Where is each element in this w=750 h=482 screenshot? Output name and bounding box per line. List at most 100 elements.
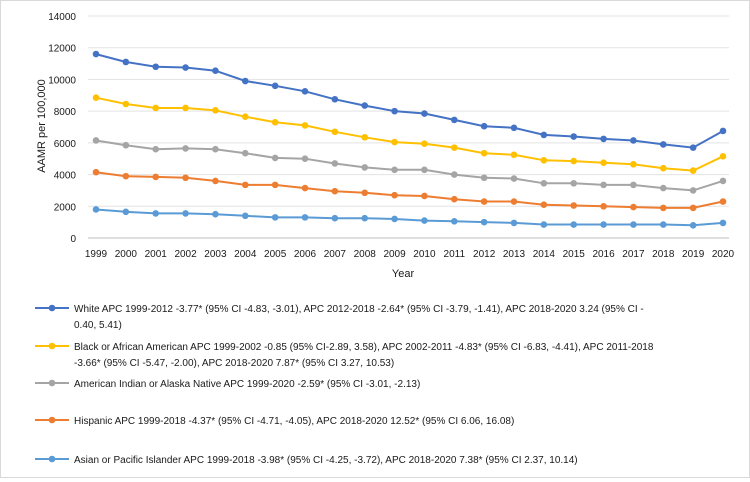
legend-marker bbox=[48, 379, 56, 387]
legend-label: Black or African American APC 1999-2002 … bbox=[74, 342, 654, 353]
legend-marker bbox=[48, 416, 56, 424]
data-point bbox=[271, 118, 279, 126]
legend-marker bbox=[48, 455, 56, 463]
x-tick-label: 2017 bbox=[622, 249, 645, 260]
data-point bbox=[152, 63, 160, 71]
data-point bbox=[570, 221, 578, 228]
data-point bbox=[301, 184, 309, 192]
data-point bbox=[391, 107, 398, 115]
legend-entry: White APC 1999-2012 -3.77* (95% CI -4.83… bbox=[35, 304, 644, 331]
data-point bbox=[271, 181, 279, 189]
data-point bbox=[241, 113, 249, 120]
data-point bbox=[212, 210, 219, 218]
data-point bbox=[391, 215, 398, 223]
legend-label: American Indian or Alaska Native APC 199… bbox=[74, 379, 420, 390]
data-point bbox=[570, 202, 578, 209]
data-point bbox=[719, 219, 727, 227]
data-point bbox=[241, 212, 249, 220]
data-point bbox=[122, 208, 130, 216]
x-tick-label: 2014 bbox=[533, 249, 556, 260]
data-point bbox=[540, 179, 548, 187]
x-tick-label: 2008 bbox=[354, 249, 377, 260]
data-point bbox=[450, 116, 458, 124]
data-point bbox=[450, 195, 458, 203]
data-point bbox=[122, 100, 130, 108]
series-lines bbox=[92, 50, 727, 229]
data-point bbox=[510, 219, 518, 227]
data-point bbox=[301, 214, 309, 221]
data-point bbox=[182, 104, 189, 112]
data-point bbox=[152, 210, 160, 217]
data-point bbox=[361, 189, 369, 197]
data-point bbox=[331, 187, 339, 195]
data-point bbox=[361, 134, 369, 141]
x-tick-label: 1999 bbox=[85, 249, 108, 260]
data-point bbox=[421, 217, 428, 224]
data-point bbox=[540, 221, 548, 228]
data-point bbox=[630, 181, 637, 189]
data-point bbox=[719, 127, 727, 135]
data-point bbox=[659, 184, 667, 192]
data-point bbox=[570, 179, 578, 187]
data-point bbox=[630, 160, 637, 168]
data-point bbox=[271, 154, 279, 162]
data-point bbox=[271, 214, 279, 221]
data-point bbox=[719, 198, 727, 205]
x-tick-label: 2019 bbox=[682, 249, 705, 260]
data-point bbox=[480, 218, 488, 226]
x-tick-label: 2015 bbox=[563, 249, 586, 260]
y-tick-label: 2000 bbox=[54, 202, 77, 213]
series-line bbox=[95, 96, 724, 172]
data-point bbox=[301, 155, 309, 163]
data-point bbox=[92, 168, 100, 176]
data-point bbox=[182, 174, 189, 182]
data-point bbox=[241, 149, 249, 157]
data-point bbox=[182, 210, 189, 217]
data-point bbox=[510, 198, 518, 205]
data-point bbox=[212, 177, 219, 185]
data-point bbox=[92, 50, 100, 58]
x-tick-label: 2002 bbox=[174, 249, 197, 260]
legend: White APC 1999-2012 -3.77* (95% CI -4.83… bbox=[35, 304, 654, 466]
data-point bbox=[450, 144, 458, 151]
data-point bbox=[92, 206, 100, 213]
series-line bbox=[95, 53, 724, 149]
data-point bbox=[659, 221, 667, 228]
data-point bbox=[689, 204, 697, 212]
series-line bbox=[95, 208, 724, 227]
data-point bbox=[92, 137, 100, 144]
y-tick-label: 10000 bbox=[48, 75, 76, 86]
data-point bbox=[480, 122, 488, 130]
data-point bbox=[659, 204, 667, 212]
data-point bbox=[480, 198, 488, 205]
data-point bbox=[331, 128, 339, 136]
data-point bbox=[212, 67, 219, 75]
x-tick-label: 2013 bbox=[503, 249, 526, 260]
x-tick-label: 2012 bbox=[473, 249, 496, 260]
data-point bbox=[182, 145, 189, 152]
data-point bbox=[689, 222, 697, 229]
data-point bbox=[331, 95, 339, 103]
data-point bbox=[271, 82, 279, 90]
legend-marker bbox=[48, 342, 56, 350]
data-point bbox=[421, 110, 428, 117]
data-point bbox=[480, 149, 488, 157]
y-tick-label: 12000 bbox=[48, 44, 76, 55]
x-tick-label: 2016 bbox=[592, 249, 615, 260]
data-point bbox=[361, 214, 369, 222]
data-point bbox=[510, 124, 518, 132]
data-point bbox=[212, 107, 219, 114]
data-point bbox=[719, 153, 727, 160]
data-point bbox=[719, 177, 727, 185]
data-point bbox=[510, 151, 518, 159]
y-tick-label: 6000 bbox=[54, 139, 77, 150]
data-point bbox=[361, 102, 369, 109]
data-point bbox=[92, 94, 100, 101]
data-point bbox=[689, 144, 697, 151]
legend-marker bbox=[48, 304, 56, 312]
x-tick-label: 2010 bbox=[413, 249, 436, 260]
legend-label: White APC 1999-2012 -3.77* (95% CI -4.83… bbox=[74, 304, 644, 315]
series-3 bbox=[92, 168, 727, 212]
